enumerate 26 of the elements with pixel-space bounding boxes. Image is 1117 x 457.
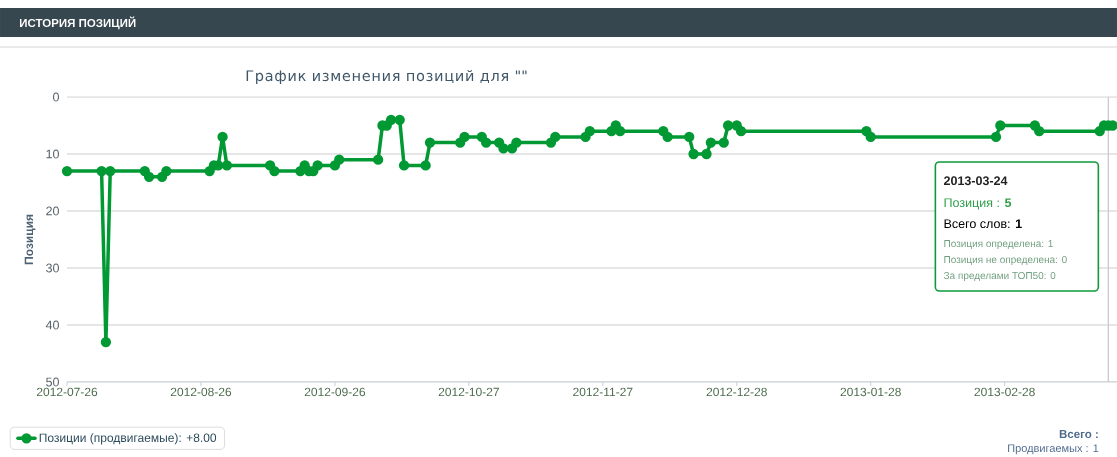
y-tick-label: 30 [46,263,59,273]
annotation: За пределами ТОП50: 0 [943,272,1056,282]
text: Продвигаемых : 1 [1008,444,1099,455]
annotation: Позиция определена: 1 [944,240,1053,250]
x-tick-label: 2012-10-27 [438,387,499,397]
x-tick-label: 2013-01-28 [840,387,901,397]
y-tick-label: 50 [46,377,59,387]
x-tick-label: 2012-08-26 [170,387,232,397]
y-tick-label: 10 [46,149,59,159]
x-tick-label: 2012-11-27 [573,387,633,397]
annotation: Всего слов: 1 [944,219,1022,229]
x-tick-label: 2013-02-28 [974,387,1035,397]
chart-title: ИСТОРИЯ ПОЗИЦИЙ [19,16,136,30]
y-tick-label: 40 [45,320,59,330]
chart-subtitle: График изменения позиций для "" [246,69,527,84]
annotation: 2013-03-24 [944,176,1008,186]
x-tick-label: 2012-07-26 [36,387,98,397]
y-tick-label: 20 [46,206,59,216]
annotation: Позиция : 5 [944,198,1012,210]
x-tick-label: 2012-12-28 [706,387,767,397]
text: Всего : [1059,430,1098,439]
annotation: Позиция не определена: 0 [944,256,1067,266]
x-tick-label: 2012-09-26 [304,387,366,397]
legend-label: Позиции (продвигаемые): +8.00 [39,433,217,445]
y-tick-label: 0 [53,92,59,102]
y-axis-title: Позиция [24,214,36,265]
